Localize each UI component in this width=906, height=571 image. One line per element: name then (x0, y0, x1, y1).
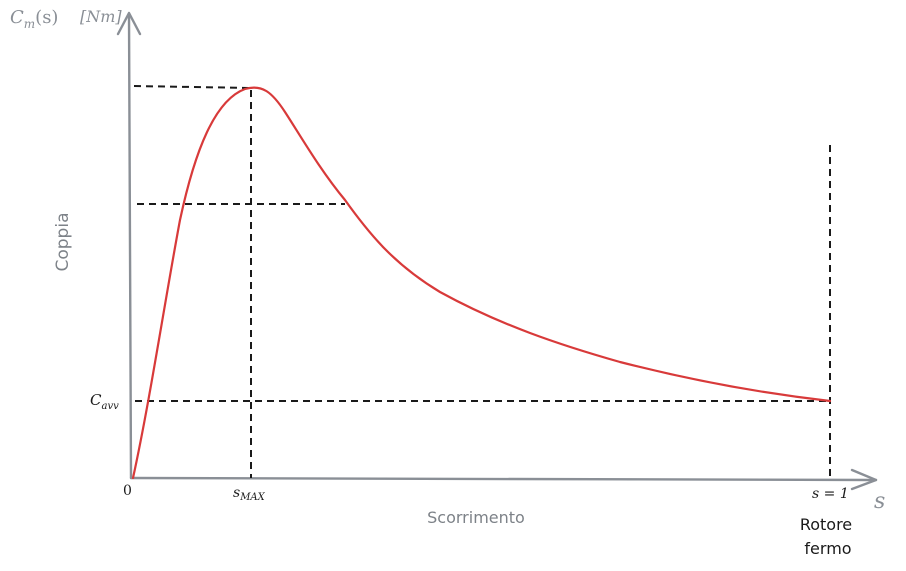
y-axis-arrowhead (116, 11, 142, 36)
s-max-label: sMAX (233, 485, 266, 503)
torque-slip-curve (131, 86, 832, 480)
starting-torque-label: Cavv (90, 391, 119, 412)
y-axis (127, 12, 133, 480)
x-axis-title: Scorrimento (427, 508, 525, 527)
rotor-stopped-label-line2: fermo (804, 539, 851, 558)
y-axis-title: Coppia (53, 213, 73, 272)
origin-label: 0 (123, 483, 132, 499)
x-axis-symbol: s (874, 489, 885, 514)
rotor-stopped-label-line1: Rotore (800, 515, 852, 534)
y-axis-unit: [Nm] (80, 7, 122, 26)
x-axis-arrowhead (850, 468, 878, 491)
y-axis-symbol: Cm(s) (10, 7, 58, 31)
max-torque-horizontal-guide (133, 85, 253, 89)
s-one-label: s = 1 (812, 486, 849, 502)
x-axis (129, 476, 878, 482)
